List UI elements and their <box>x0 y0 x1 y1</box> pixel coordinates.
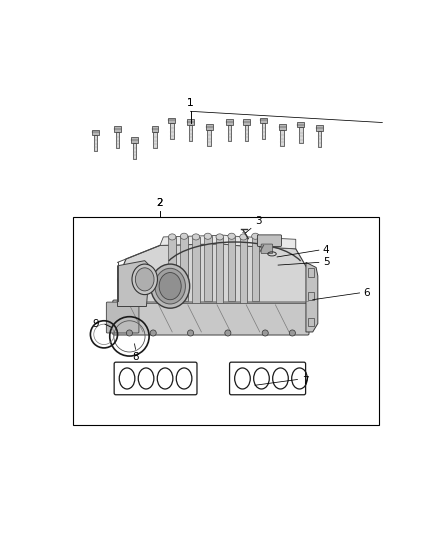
Bar <box>261 123 265 139</box>
Bar <box>243 119 250 125</box>
Bar <box>133 143 136 159</box>
Bar <box>169 118 175 123</box>
Text: 3: 3 <box>255 216 261 226</box>
Bar <box>187 119 194 125</box>
FancyBboxPatch shape <box>106 302 139 333</box>
Bar <box>228 125 231 141</box>
Ellipse shape <box>180 233 188 239</box>
Text: 5: 5 <box>323 257 329 266</box>
FancyBboxPatch shape <box>258 235 282 246</box>
Bar <box>228 236 235 302</box>
Bar <box>207 130 211 146</box>
Ellipse shape <box>135 268 154 291</box>
Ellipse shape <box>159 272 181 300</box>
Bar <box>280 130 284 146</box>
Bar <box>94 135 97 151</box>
Bar <box>189 125 192 141</box>
Circle shape <box>127 330 132 336</box>
Ellipse shape <box>151 264 190 308</box>
Bar <box>114 126 121 132</box>
Ellipse shape <box>132 264 157 295</box>
Text: 2: 2 <box>157 198 163 208</box>
Circle shape <box>290 330 295 336</box>
Ellipse shape <box>192 234 200 240</box>
Text: 4: 4 <box>323 245 329 255</box>
FancyBboxPatch shape <box>113 300 309 335</box>
Text: 1: 1 <box>187 98 194 108</box>
Text: 8: 8 <box>132 352 139 362</box>
Bar <box>169 237 176 303</box>
Bar <box>251 236 259 302</box>
Bar <box>74 216 379 425</box>
Bar <box>180 236 188 302</box>
Polygon shape <box>160 235 296 249</box>
Bar <box>226 119 233 125</box>
Ellipse shape <box>228 233 235 239</box>
Polygon shape <box>117 261 150 306</box>
Circle shape <box>225 330 231 336</box>
Text: 2: 2 <box>157 198 163 208</box>
Ellipse shape <box>155 268 185 304</box>
Bar <box>170 123 174 139</box>
Bar <box>92 130 99 135</box>
Bar <box>297 122 304 127</box>
Circle shape <box>150 330 156 336</box>
Bar <box>153 132 157 148</box>
Bar <box>240 237 247 303</box>
Ellipse shape <box>251 233 259 239</box>
Circle shape <box>187 330 194 336</box>
Bar <box>316 125 323 131</box>
Bar <box>192 237 200 303</box>
Bar <box>299 127 303 143</box>
Bar <box>307 269 314 277</box>
Text: 1: 1 <box>187 98 194 108</box>
Bar <box>204 236 212 302</box>
Bar <box>318 131 321 147</box>
Bar <box>245 125 248 141</box>
Polygon shape <box>306 262 318 332</box>
Ellipse shape <box>240 234 247 240</box>
Bar <box>307 292 314 301</box>
Polygon shape <box>117 244 309 303</box>
Bar <box>216 237 223 303</box>
Ellipse shape <box>169 234 176 240</box>
Ellipse shape <box>216 234 223 240</box>
Ellipse shape <box>204 233 212 239</box>
Text: 7: 7 <box>303 376 309 386</box>
Text: 6: 6 <box>364 288 370 298</box>
Bar <box>279 125 286 130</box>
Text: 9: 9 <box>92 319 99 329</box>
Bar <box>206 125 212 130</box>
Bar <box>116 132 120 148</box>
Bar <box>307 318 314 326</box>
FancyBboxPatch shape <box>261 244 273 254</box>
Bar <box>131 138 138 143</box>
Bar <box>260 118 267 123</box>
Circle shape <box>262 330 268 336</box>
Bar <box>152 126 158 132</box>
